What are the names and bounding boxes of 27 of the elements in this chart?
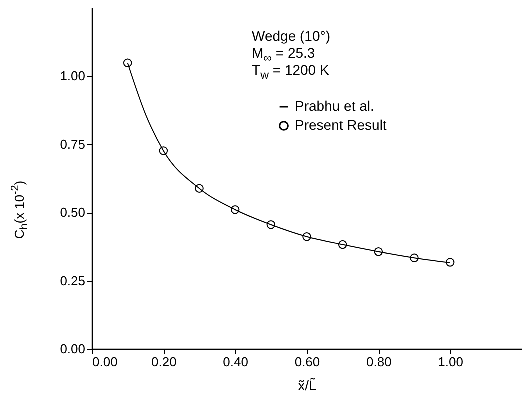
annotation: M$_{∞}$ = 25.3 [252,45,316,65]
point [302,232,312,242]
y-tick-label: 0.75 [60,136,86,152]
x-tick-label: 0.40 [223,354,248,370]
point [266,220,276,230]
y-tick-label: 1.00 [60,68,86,84]
x-tick-label: 1.00 [438,354,464,370]
point [230,206,240,214]
point [195,184,204,193]
y-tick-label: 0.00 [60,342,86,356]
point [338,240,348,250]
x-tick-label: 0.00 [92,354,118,370]
point [446,258,455,267]
legend-label: Present Result [295,117,387,133]
x-tick-label: 0.80 [366,354,392,370]
x-axis-title: x̃/L̃ [298,377,318,394]
legend-label: Prabhu et al. [295,98,374,114]
annotation: T$_{w}$ = 1200 K [252,62,330,82]
y-tick-label: 0.50 [60,205,86,220]
point [410,254,419,263]
x-tick-label: 0.60 [294,354,320,370]
annotation: Wedge (10°) [252,28,330,45]
y-tick-label: 0.25 [60,273,86,288]
x-tick-label: 0.20 [152,354,177,370]
point [374,248,384,256]
point [123,58,132,68]
point [159,146,168,156]
